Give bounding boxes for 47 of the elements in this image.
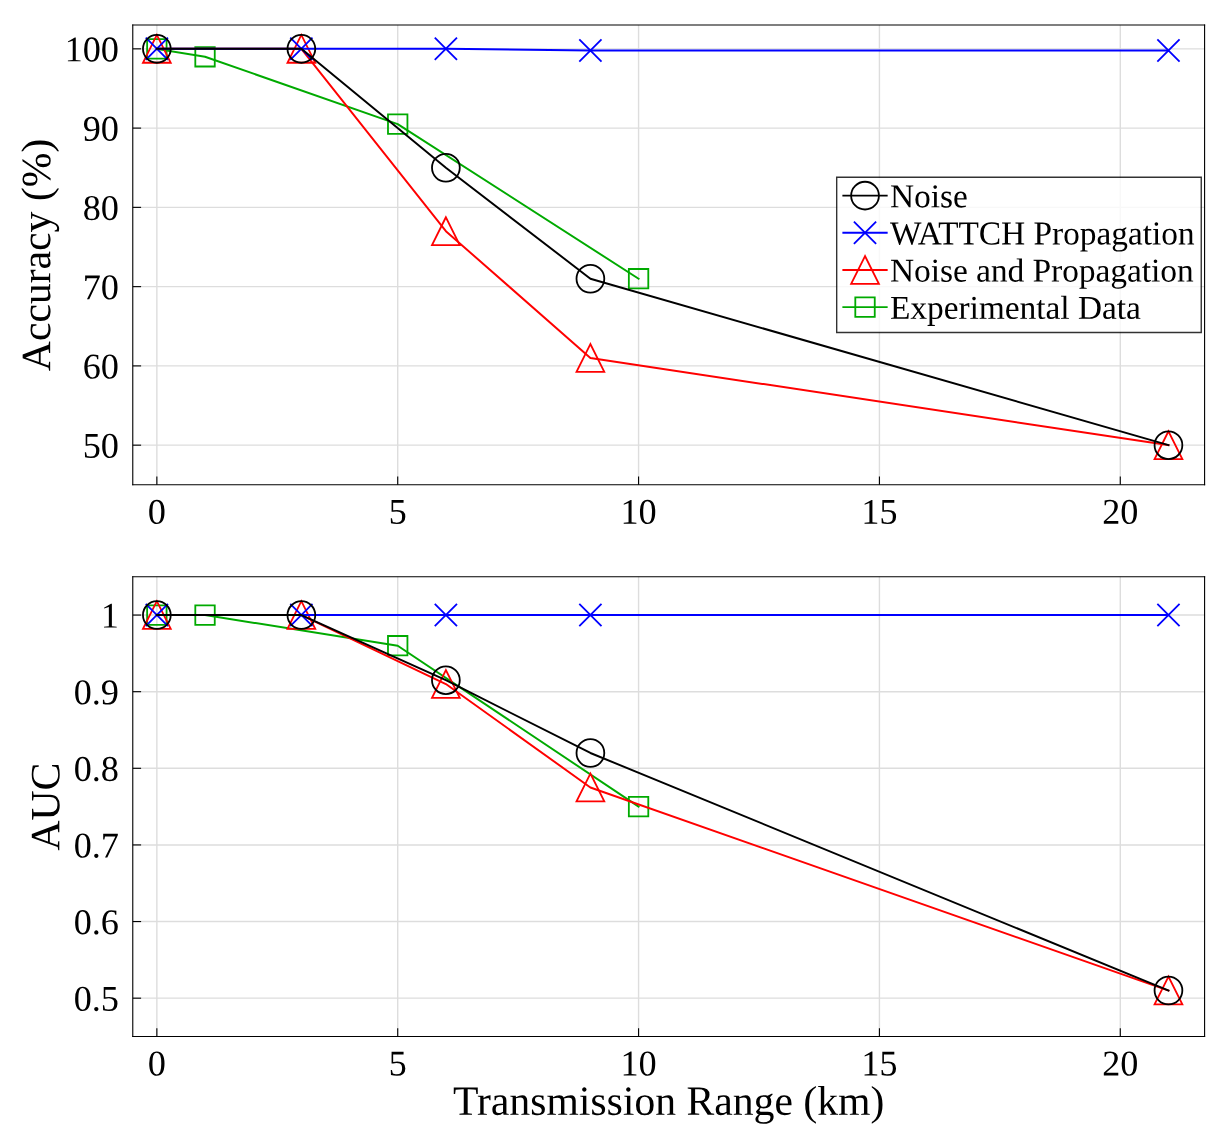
- point: [627, 268, 650, 290]
- point: [575, 772, 606, 803]
- y-tick-label: 0.5: [75, 986, 118, 1012]
- x-tick-label: 10: [623, 499, 656, 525]
- y-axis-title: AUC: [31, 764, 60, 851]
- point: [575, 263, 606, 294]
- point: [627, 795, 650, 818]
- x-tick-label: 0: [149, 499, 165, 525]
- point: [1156, 603, 1181, 628]
- x-tick-label: 5: [390, 500, 406, 525]
- point: [433, 603, 458, 628]
- point: [194, 46, 216, 68]
- point: [578, 38, 603, 63]
- x-tick-label: 15: [864, 499, 897, 525]
- point: [387, 635, 409, 657]
- point: [1156, 38, 1181, 63]
- x-tick-label: 20: [1103, 499, 1137, 525]
- legend-label: Experimental Data: [890, 295, 1141, 326]
- x-tick-label: 5: [390, 1051, 406, 1076]
- y-tick-label: 100: [67, 37, 118, 62]
- point: [578, 603, 603, 628]
- y-tick-label: 90: [83, 116, 118, 141]
- x-axis-title: Transmission Range (km): [453, 1085, 883, 1124]
- legend-label: Noise: [890, 185, 967, 208]
- x-tick-label: 15: [864, 1051, 897, 1076]
- x-tick-label: 0: [149, 1051, 165, 1076]
- y-tick-label: 60: [84, 354, 118, 379]
- y-tick-label: 0.8: [75, 756, 118, 782]
- y-tick-label: 70: [85, 275, 118, 300]
- y-tick-label: 0.7: [75, 833, 118, 858]
- point: [575, 343, 606, 373]
- point: [194, 604, 216, 626]
- y-tick-label: 0.6: [75, 910, 118, 935]
- point: [431, 152, 461, 183]
- x-tick-label: 20: [1103, 1051, 1137, 1076]
- legend-label: Noise and Propagation: [890, 258, 1194, 289]
- point: [387, 113, 409, 135]
- point: [431, 216, 461, 246]
- y-tick-label: 0.9: [75, 680, 118, 705]
- point: [575, 738, 606, 768]
- legend-label: WATTCH Propagation: [890, 222, 1195, 252]
- y-tick-label: 80: [84, 195, 118, 221]
- y-tick-label: 1: [104, 603, 117, 628]
- point: [433, 36, 458, 61]
- x-tick-label: 10: [623, 1051, 656, 1076]
- y-tick-label: 50: [84, 433, 118, 459]
- y-axis-title: Accuracy (%): [21, 140, 60, 371]
